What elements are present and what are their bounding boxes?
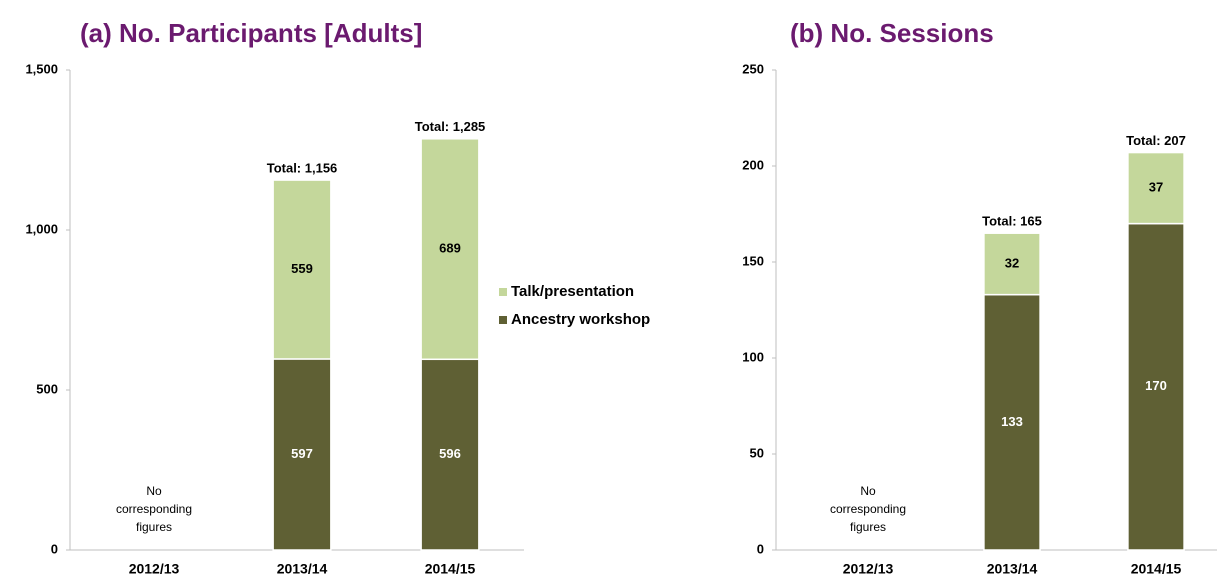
bar-segment <box>983 232 1041 296</box>
value-label: 37 <box>1149 180 1163 195</box>
bar-segment <box>983 293 1041 551</box>
total-label: Total: 165 <box>982 214 1042 229</box>
y-tick-label: 1,000 <box>25 221 58 236</box>
annotation: No <box>146 484 162 498</box>
x-tick-label: 2014/15 <box>1131 561 1182 577</box>
x-tick-label: 2012/13 <box>843 561 894 577</box>
x-tick-label: 2014/15 <box>425 561 476 577</box>
value-label: 170 <box>1145 378 1167 393</box>
total-label: Total: 1,285 <box>415 119 486 134</box>
annotation: corresponding <box>830 502 906 516</box>
y-tick-label: 1,500 <box>25 61 58 76</box>
legend-swatch <box>499 288 507 296</box>
annotation: corresponding <box>116 502 192 516</box>
legend-label: Ancestry workshop <box>511 311 650 328</box>
bar-segment <box>420 358 480 551</box>
chart-title: (b) No. Sessions <box>790 18 994 48</box>
y-tick-label: 50 <box>750 445 764 460</box>
x-tick-label: 2013/14 <box>987 561 1038 577</box>
annotation: figures <box>136 520 172 534</box>
bar-segment <box>272 358 332 551</box>
annotation: No <box>860 484 876 498</box>
value-label: 597 <box>291 446 313 461</box>
total-label: Total: 207 <box>1126 133 1186 148</box>
y-tick-label: 0 <box>51 541 58 556</box>
value-label: 32 <box>1005 255 1019 270</box>
x-tick-label: 2013/14 <box>277 561 328 577</box>
bar-segment <box>1127 151 1185 225</box>
y-tick-label: 0 <box>757 541 764 556</box>
chart-title: (a) No. Participants [Adults] <box>80 18 422 48</box>
value-label: 133 <box>1001 414 1023 429</box>
bar-segment <box>420 138 480 361</box>
value-label: 559 <box>291 261 313 276</box>
y-tick-label: 200 <box>742 157 764 172</box>
y-tick-label: 250 <box>742 61 764 76</box>
bar-segment <box>1127 222 1185 551</box>
x-tick-label: 2012/13 <box>129 561 180 577</box>
total-label: Total: 1,156 <box>267 161 338 176</box>
value-label: 689 <box>439 240 461 255</box>
bar-segment <box>272 179 332 360</box>
legend-label: Talk/presentation <box>511 283 634 300</box>
value-label: 596 <box>439 446 461 461</box>
y-tick-label: 150 <box>742 253 764 268</box>
y-tick-label: 500 <box>36 381 58 396</box>
annotation: figures <box>850 520 886 534</box>
y-tick-label: 100 <box>742 349 764 364</box>
legend-swatch <box>499 316 507 324</box>
